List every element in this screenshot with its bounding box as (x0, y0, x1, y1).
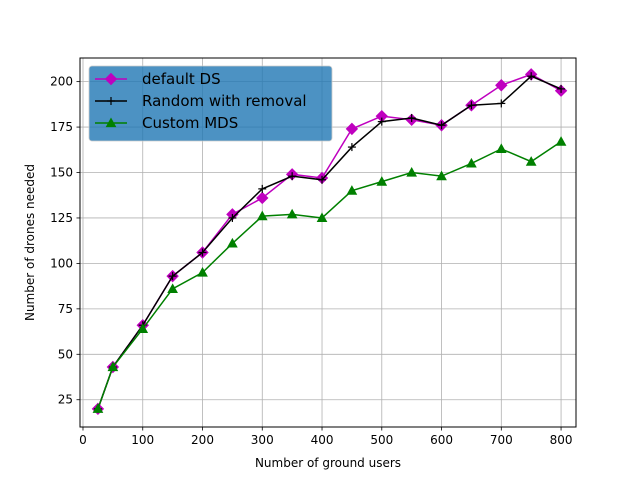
data-point-custom-mds (227, 237, 238, 248)
x-axis-label: Number of ground users (255, 456, 401, 470)
plot-frame (79, 57, 577, 428)
data-point-random-with-removal (198, 248, 207, 257)
series-custom-mds (92, 136, 567, 413)
series-layer (91, 68, 568, 416)
legend-label: Custom MDS (142, 114, 238, 132)
x-axis-ticks: 0 100 200 300 400 500 600 700 800 (79, 427, 573, 447)
data-point-custom-mds (436, 170, 447, 181)
x-tick-label: 0 (79, 433, 87, 447)
legend-entry-custom-mds: Custom MDS (95, 114, 238, 132)
data-point-custom-mds (92, 403, 104, 413)
x-tick-label: 700 (490, 433, 513, 447)
data-point-random-with-removal (288, 172, 297, 181)
legend-marker (104, 72, 118, 86)
legend-box (88, 65, 333, 142)
data-point-custom-mds (197, 266, 208, 277)
data-point-random-with-removal (407, 113, 416, 122)
y-axis-ticks: 25 50 75 100 125 150 175 200 (50, 75, 80, 407)
data-point-random-with-removal (318, 175, 327, 184)
legend-marker (107, 97, 115, 105)
data-point-random-with-removal (497, 99, 506, 108)
data-point-random-with-removal (377, 117, 386, 126)
legend-entry-random-with-removal: Random with removal (95, 92, 307, 110)
legend-entry-default-ds: default DS (95, 70, 221, 88)
y-tick-label: 150 (50, 166, 73, 180)
x-tick-label: 200 (191, 433, 214, 447)
data-point-default-ds (495, 79, 508, 92)
data-point-custom-mds (495, 143, 507, 153)
series-random-with-removal (93, 72, 566, 413)
data-point-custom-mds (137, 323, 149, 333)
data-point-custom-mds (286, 208, 298, 219)
y-tick-label: 50 (58, 347, 73, 361)
y-axis-label: Number of drones needed (23, 164, 37, 321)
data-point-custom-mds (346, 185, 358, 195)
data-point-default-ds (256, 191, 269, 205)
x-tick-label: 300 (251, 433, 274, 447)
data-point-custom-mds (376, 176, 388, 186)
x-tick-label: 100 (131, 433, 154, 447)
data-point-custom-mds (555, 136, 567, 146)
data-point-random-with-removal (557, 84, 566, 93)
data-point-custom-mds (316, 212, 328, 223)
x-tick-label: 600 (430, 433, 453, 447)
data-point-custom-mds (525, 156, 537, 166)
legend: default DS Random with removal Custom MDS (88, 65, 333, 142)
legend-label: Random with removal (142, 92, 307, 110)
data-point-default-ds (345, 122, 359, 136)
x-tick-label: 800 (550, 433, 573, 447)
data-point-custom-mds (167, 283, 178, 293)
data-point-custom-mds (406, 166, 418, 177)
data-point-random-with-removal (437, 121, 446, 130)
y-tick-label: 75 (58, 302, 73, 316)
data-point-random-with-removal (527, 72, 536, 81)
legend-label: default DS (142, 70, 221, 88)
y-tick-label: 100 (50, 256, 73, 270)
legend-marker (105, 117, 117, 128)
data-point-random-with-removal (258, 184, 267, 193)
y-tick-label: 25 (58, 393, 73, 407)
data-point-random-with-removal (228, 213, 237, 222)
data-point-random-with-removal (467, 101, 476, 110)
y-tick-label: 175 (50, 120, 73, 134)
data-point-custom-mds (256, 210, 268, 221)
y-tick-label: 125 (50, 211, 73, 225)
x-tick-label: 500 (370, 433, 393, 447)
data-point-random-with-removal (347, 143, 356, 152)
data-point-custom-mds (466, 157, 477, 168)
data-point-random-with-removal (168, 272, 177, 281)
y-tick-label: 200 (50, 75, 73, 89)
x-tick-label: 400 (311, 433, 334, 447)
data-point-custom-mds (107, 361, 119, 372)
